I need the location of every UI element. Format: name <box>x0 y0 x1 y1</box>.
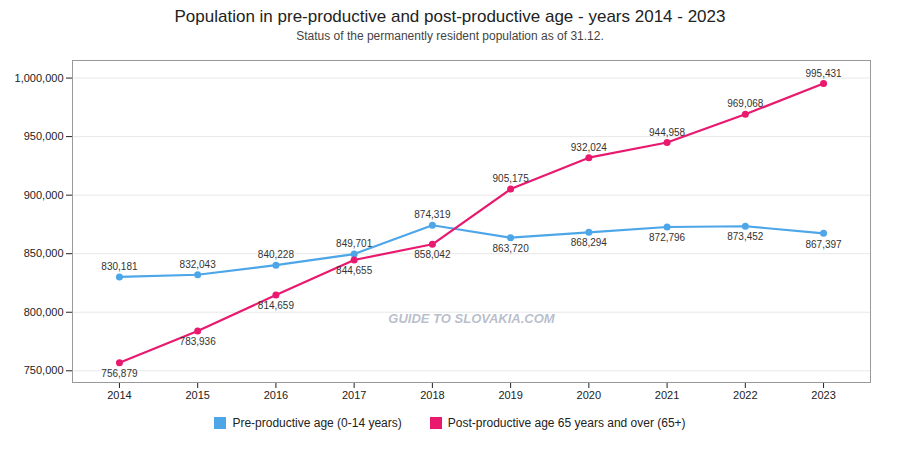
svg-text:858,042: 858,042 <box>414 249 451 260</box>
svg-text:2021: 2021 <box>655 389 679 401</box>
svg-text:2018: 2018 <box>420 389 444 401</box>
svg-text:800,000: 800,000 <box>24 306 64 318</box>
svg-text:944,958: 944,958 <box>649 127 686 138</box>
svg-text:2015: 2015 <box>185 389 209 401</box>
svg-text:900,000: 900,000 <box>24 189 64 201</box>
svg-text:1,000,000: 1,000,000 <box>15 72 64 84</box>
svg-text:950,000: 950,000 <box>24 130 64 142</box>
svg-text:873,452: 873,452 <box>727 231 764 242</box>
svg-text:2014: 2014 <box>107 389 131 401</box>
svg-text:849,701: 849,701 <box>336 238 373 249</box>
svg-text:969,068: 969,068 <box>727 98 764 109</box>
svg-text:830,181: 830,181 <box>101 261 138 272</box>
svg-text:783,936: 783,936 <box>180 336 217 347</box>
svg-text:814,659: 814,659 <box>258 300 295 311</box>
svg-text:863,720: 863,720 <box>493 243 530 254</box>
html-text:Pre-productive age (0-14 years: Pre-productive age (0-14 years) <box>232 416 402 430</box>
svg-text:840,228: 840,228 <box>258 249 295 260</box>
svg-text:2020: 2020 <box>577 389 601 401</box>
html-text:Population in pre-productive a: Population in pre-productive and post-pr… <box>174 7 726 26</box>
svg-text:2016: 2016 <box>264 389 288 401</box>
svg-text:GUIDE TO SLOVAKIA.COM: GUIDE TO SLOVAKIA.COM <box>388 311 556 326</box>
svg-text:2019: 2019 <box>498 389 522 401</box>
svg-text:2017: 2017 <box>342 389 366 401</box>
svg-text:2023: 2023 <box>811 389 835 401</box>
svg-text:2022: 2022 <box>733 389 757 401</box>
svg-text:874,319: 874,319 <box>414 209 451 220</box>
html-text:Status of the permanently resi: Status of the permanently resident popul… <box>296 29 604 43</box>
svg-text:832,043: 832,043 <box>180 259 217 270</box>
svg-text:756,879: 756,879 <box>101 368 138 379</box>
svg-text:850,000: 850,000 <box>24 247 64 259</box>
svg-text:868,294: 868,294 <box>571 237 608 248</box>
svg-text:867,397: 867,397 <box>805 239 842 250</box>
svg-text:932,024: 932,024 <box>571 142 608 153</box>
html-text:Post-productive age 65 years a: Post-productive age 65 years and over (6… <box>447 416 686 430</box>
svg-text:844,655: 844,655 <box>336 265 373 276</box>
svg-text:750,000: 750,000 <box>24 364 64 376</box>
svg-text:905,175: 905,175 <box>493 173 530 184</box>
svg-text:872,796: 872,796 <box>649 232 686 243</box>
svg-text:995,431: 995,431 <box>805 68 842 79</box>
